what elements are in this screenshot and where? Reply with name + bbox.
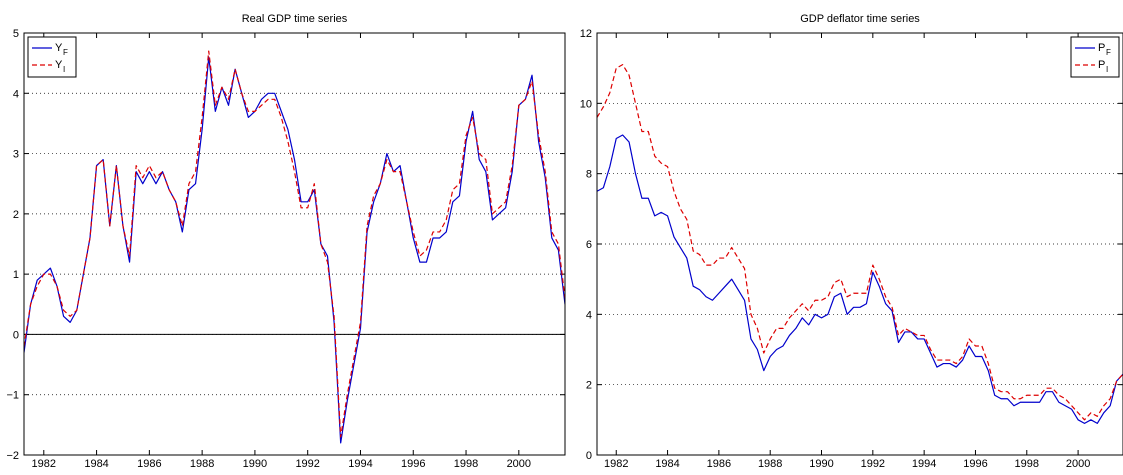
x-tick-label: 1992 [295,458,319,470]
x-tick-label: 1994 [912,458,936,470]
y-tick-label: 6 [586,239,592,251]
y-tick-label: 5 [13,28,19,40]
x-tick-label: 1982 [604,458,628,470]
x-tick-label: 1986 [137,458,161,470]
x-tick-label: 1996 [401,458,425,470]
y-tick-label: 12 [580,28,592,40]
y-tick-label: −1 [6,390,19,402]
legend-label-subscript: I [63,65,65,74]
y-tick-label: 0 [13,329,19,341]
plot-frame [596,32,1123,456]
legend-label: Y [55,59,63,71]
x-tick-label: 2000 [1066,458,1090,470]
x-tick-label: 1988 [758,458,782,470]
chart-panel-2: GDP deflator time series 0 2 4 6 8 10 12 1982 198… [580,13,1123,470]
legend-box [1070,36,1120,78]
series-line-y-i [24,50,565,438]
legend: Y FY I [27,36,77,78]
series-line-y-f [24,56,565,444]
x-tick-label: 1998 [1015,458,1039,470]
chart-title: GDP deflator time series [800,13,920,25]
x-tick-label: 1994 [348,458,372,470]
y-tick-label: 3 [13,149,19,161]
x-tick-label: 1984 [655,458,679,470]
x-tick-label: 1988 [190,458,214,470]
y-tick-label: −2 [6,450,19,462]
series-line-p-i [597,64,1123,421]
legend: P FP I [1070,36,1120,78]
chart-panel-1: Real GDP time series −2 −1 0 1 2 3 4 5 1982 1984 19… [6,13,566,470]
x-tick-label: 1996 [963,458,987,470]
legend-label: Y [55,42,63,54]
x-tick-label: 1990 [809,458,833,470]
y-tick-label: 4 [13,88,19,100]
legend-label: P [1098,42,1105,54]
legend-label-subscript: F [1106,48,1111,57]
x-tick-label: 1986 [707,458,731,470]
legend-box [27,36,77,78]
legend-label-subscript: F [63,48,68,57]
x-tick-label: 1990 [243,458,267,470]
series-line-p-f [597,134,1123,424]
y-tick-label: 2 [586,380,592,392]
y-tick-label: 10 [580,98,592,110]
y-tick-label: 4 [586,309,592,321]
x-tick-label: 1982 [32,458,56,470]
x-tick-label: 1992 [861,458,885,470]
y-tick-label: 8 [586,169,592,181]
chart-title: Real GDP time series [242,13,348,25]
x-tick-label: 1984 [84,458,108,470]
legend-label-subscript: I [1106,65,1108,74]
y-tick-label: 0 [586,450,592,462]
legend-label: P [1098,59,1105,71]
plot-frame [23,32,566,456]
x-tick-label: 1998 [454,458,478,470]
y-tick-label: 2 [13,209,19,221]
x-tick-label: 2000 [507,458,531,470]
y-tick-label: 1 [13,269,19,281]
